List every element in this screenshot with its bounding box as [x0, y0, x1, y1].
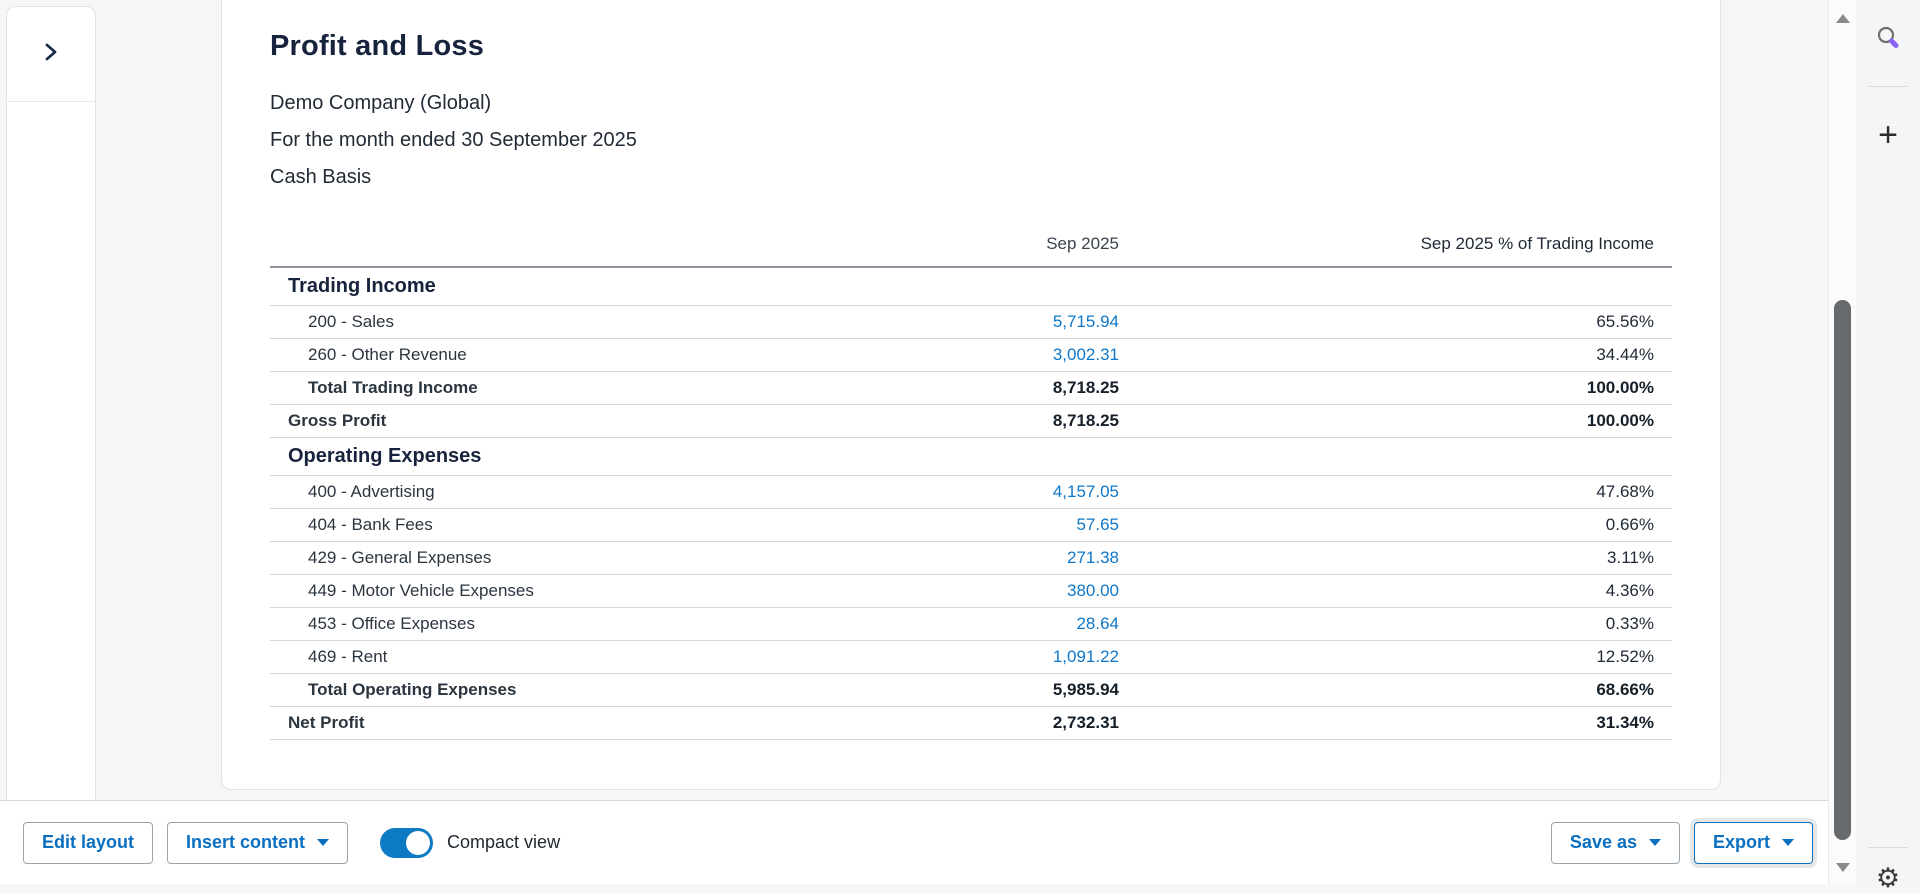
- account-label: 429 - General Expenses: [270, 548, 819, 568]
- percent-value: 12.52%: [1119, 647, 1672, 667]
- amount-link[interactable]: 28.64: [1076, 614, 1119, 633]
- amount-link[interactable]: 5,715.94: [1053, 312, 1119, 331]
- account-label: 469 - Rent: [270, 647, 819, 667]
- chevron-down-icon: [1782, 839, 1794, 846]
- account-label: 453 - Office Expenses: [270, 614, 819, 634]
- total-amount: 8,718.25: [819, 378, 1119, 398]
- table-row: 449 - Motor Vehicle Expenses 380.00 4.36…: [270, 575, 1672, 608]
- total-amount: 2,732.31: [819, 713, 1119, 733]
- report-card: Profit and Loss Demo Company (Global) Fo…: [221, 0, 1721, 790]
- report-subtitle: Demo Company (Global) For the month ende…: [270, 85, 1672, 196]
- amount-link[interactable]: 271.38: [1067, 548, 1119, 567]
- add-icon[interactable]: +: [1878, 118, 1898, 152]
- vertical-scrollbar[interactable]: [1828, 0, 1856, 884]
- table-row: Gross Profit 8,718.25 100.00%: [270, 405, 1672, 438]
- insert-content-button[interactable]: Insert content: [167, 822, 348, 864]
- compact-view-toggle[interactable]: [380, 828, 433, 858]
- amount-link[interactable]: 380.00: [1067, 581, 1119, 600]
- account-label: 260 - Other Revenue: [270, 345, 819, 365]
- net-profit-label: Net Profit: [270, 713, 819, 733]
- percent-value: 4.36%: [1119, 581, 1672, 601]
- compact-view-label: Compact view: [447, 832, 560, 853]
- table-row: 260 - Other Revenue 3,002.31 34.44%: [270, 339, 1672, 372]
- settings-icon[interactable]: ⚙: [1876, 865, 1900, 892]
- percent-value: 100.00%: [1119, 411, 1672, 431]
- percent-value: 31.34%: [1119, 713, 1672, 733]
- rail-divider: [1868, 86, 1908, 87]
- rail-divider: [1868, 847, 1908, 848]
- percent-value: 65.56%: [1119, 312, 1672, 332]
- section-label: Operating Expenses: [270, 445, 819, 468]
- amount-link[interactable]: 4,157.05: [1053, 482, 1119, 501]
- account-label: 449 - Motor Vehicle Expenses: [270, 581, 819, 601]
- right-rail: + ⚙: [1856, 0, 1920, 884]
- total-amount: 5,985.94: [819, 680, 1119, 700]
- table-row: Net Profit 2,732.31 31.34%: [270, 707, 1672, 740]
- save-as-button[interactable]: Save as: [1551, 822, 1680, 864]
- company-name: Demo Company (Global): [270, 85, 1672, 122]
- total-label: Total Trading Income: [270, 378, 819, 398]
- gross-profit-label: Gross Profit: [270, 411, 819, 431]
- chevron-right-icon: [43, 42, 59, 67]
- expand-panel-button[interactable]: [7, 7, 95, 102]
- percent-value: 68.66%: [1119, 680, 1672, 700]
- toggle-knob: [406, 831, 430, 855]
- scroll-up-arrow[interactable]: [1836, 14, 1850, 23]
- amount-link[interactable]: 1,091.22: [1053, 647, 1119, 666]
- chevron-down-icon: [317, 839, 329, 846]
- percent-value: 0.33%: [1119, 614, 1672, 634]
- table-row: 429 - General Expenses 271.38 3.11%: [270, 542, 1672, 575]
- search-icon[interactable]: [1874, 24, 1902, 57]
- amount-link[interactable]: 3,002.31: [1053, 345, 1119, 364]
- table-row: 453 - Office Expenses 28.64 0.33%: [270, 608, 1672, 641]
- edit-layout-button[interactable]: Edit layout: [23, 822, 153, 864]
- table-row: 404 - Bank Fees 57.65 0.66%: [270, 509, 1672, 542]
- table-row: 200 - Sales 5,715.94 65.56%: [270, 306, 1672, 339]
- percent-value: 47.68%: [1119, 482, 1672, 502]
- report-period: For the month ended 30 September 2025: [270, 122, 1672, 159]
- profit-loss-table: Sep 2025 Sep 2025 % of Trading Income Tr…: [270, 210, 1672, 740]
- account-label: 404 - Bank Fees: [270, 515, 819, 535]
- table-row: Operating Expenses: [270, 438, 1672, 476]
- column-header-amount: Sep 2025: [819, 234, 1119, 254]
- total-label: Total Operating Expenses: [270, 680, 819, 700]
- column-header-percent: Sep 2025 % of Trading Income: [1119, 234, 1672, 254]
- percent-value: 34.44%: [1119, 345, 1672, 365]
- table-row: Total Operating Expenses 5,985.94 68.66%: [270, 674, 1672, 707]
- account-label: 400 - Advertising: [270, 482, 819, 502]
- table-header-row: Sep 2025 Sep 2025 % of Trading Income: [270, 210, 1672, 268]
- percent-value: 3.11%: [1119, 548, 1672, 568]
- scrollbar-thumb[interactable]: [1834, 300, 1851, 840]
- accounting-basis: Cash Basis: [270, 159, 1672, 196]
- page-title: Profit and Loss: [270, 30, 1672, 63]
- amount-link[interactable]: 57.65: [1076, 515, 1119, 534]
- percent-value: 0.66%: [1119, 515, 1672, 535]
- account-label: 200 - Sales: [270, 312, 819, 332]
- table-row: Trading Income: [270, 268, 1672, 306]
- left-panel: [6, 6, 96, 800]
- bottom-toolbar: Edit layout Insert content Compact view …: [0, 800, 1828, 884]
- table-row: 469 - Rent 1,091.22 12.52%: [270, 641, 1672, 674]
- chevron-down-icon: [1649, 839, 1661, 846]
- percent-value: 100.00%: [1119, 378, 1672, 398]
- export-button[interactable]: Export: [1694, 822, 1813, 864]
- total-amount: 8,718.25: [819, 411, 1119, 431]
- scroll-down-arrow[interactable]: [1836, 863, 1850, 872]
- compact-view-toggle-group: Compact view: [380, 828, 560, 858]
- table-row: 400 - Advertising 4,157.05 47.68%: [270, 476, 1672, 509]
- section-label: Trading Income: [270, 275, 819, 298]
- table-row: Total Trading Income 8,718.25 100.00%: [270, 372, 1672, 405]
